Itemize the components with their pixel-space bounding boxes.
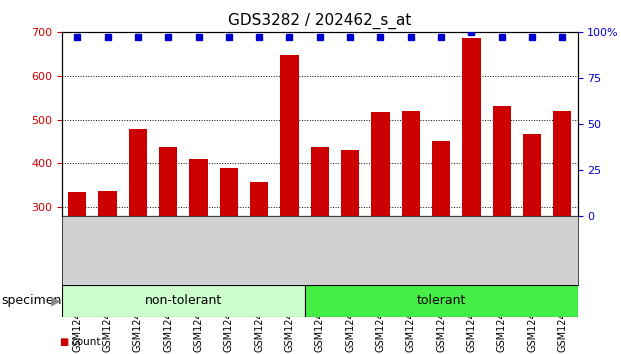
Bar bbox=[250, 182, 268, 339]
Text: tolerant: tolerant bbox=[417, 295, 466, 307]
Bar bbox=[492, 106, 511, 339]
Bar bbox=[62, 285, 305, 317]
Bar bbox=[553, 111, 571, 339]
Bar bbox=[371, 112, 389, 339]
Bar bbox=[129, 129, 147, 339]
Bar bbox=[99, 190, 117, 339]
Bar bbox=[281, 55, 299, 339]
Text: ▶: ▶ bbox=[51, 295, 60, 307]
Bar bbox=[68, 192, 86, 339]
Title: GDS3282 / 202462_s_at: GDS3282 / 202462_s_at bbox=[228, 13, 412, 29]
Text: non-tolerant: non-tolerant bbox=[145, 295, 222, 307]
Bar bbox=[310, 147, 329, 339]
Bar bbox=[189, 159, 207, 339]
Text: ■: ■ bbox=[59, 337, 68, 347]
Bar bbox=[220, 168, 238, 339]
Bar bbox=[462, 39, 481, 339]
Bar bbox=[402, 111, 420, 339]
Bar bbox=[432, 142, 450, 339]
Bar bbox=[341, 150, 359, 339]
Bar bbox=[305, 285, 578, 317]
Text: count: count bbox=[71, 337, 101, 347]
Bar bbox=[159, 147, 178, 339]
Bar bbox=[523, 133, 541, 339]
Text: specimen: specimen bbox=[1, 295, 61, 307]
